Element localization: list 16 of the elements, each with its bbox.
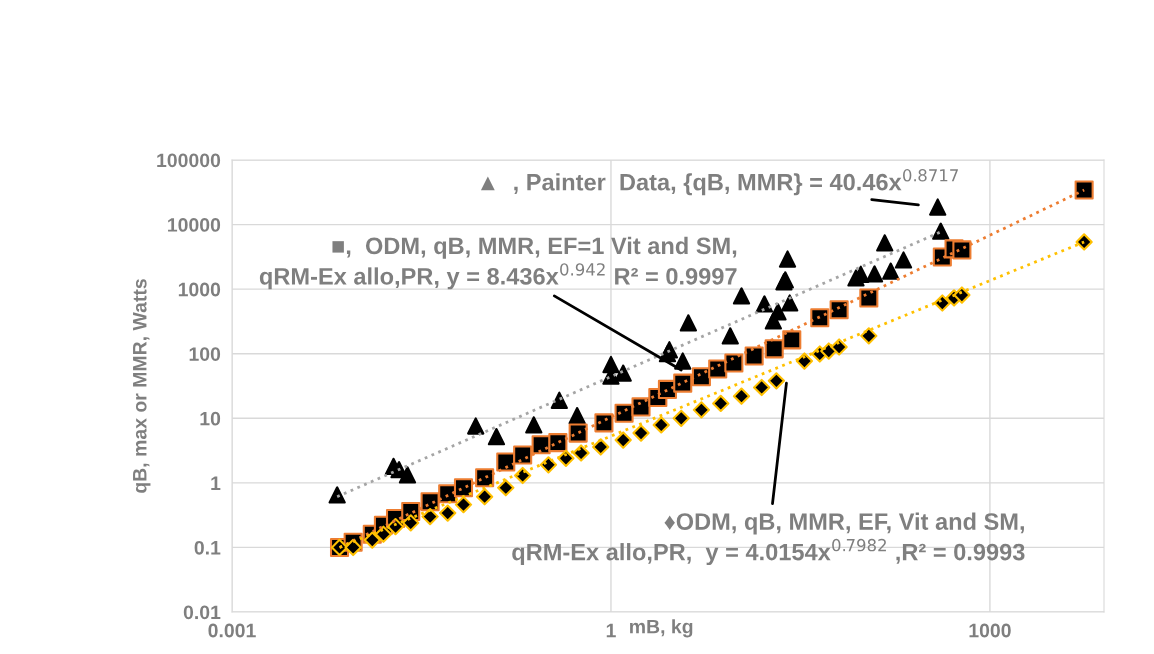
y-tick-label: 10000 xyxy=(168,218,221,232)
y-tick-label: 100000 xyxy=(157,153,221,168)
annotation: ♦ODM, qB, MMR, EF, Vit and SM, qRM-Ex allo,PR, y = 4.0154x$^{0.7982}$ ,R² = 0.9993 xyxy=(512,512,1025,566)
annotation: ■, ODM, qB, MMR, EF=1 Vit and SM, qRM-Ex allo,PR, y = 8.436x$^{0.942}$ R² = 0.9997 xyxy=(259,236,737,290)
x-tick-label: 1000 xyxy=(969,623,1011,638)
y-tick-label: 10 xyxy=(200,411,221,426)
x-tick-label: 0.001 xyxy=(208,623,256,638)
annotation: ▲ , Painter Data, {qB, MMR} = 40.46x$^{0.8717}$ xyxy=(480,169,958,196)
x-tick-label: 1 xyxy=(606,623,616,638)
y-tick-label: 1 xyxy=(211,476,221,490)
x-axis-title: mB, kg xyxy=(630,619,693,638)
y-tick-label: 0.1 xyxy=(194,540,221,555)
y-tick-label: 1000 xyxy=(178,282,221,297)
y-tick-label: 0.01 xyxy=(183,605,221,620)
y-tick-label: 100 xyxy=(189,347,221,361)
y-axis-title: qB, max or MMR, Watts xyxy=(133,279,151,493)
